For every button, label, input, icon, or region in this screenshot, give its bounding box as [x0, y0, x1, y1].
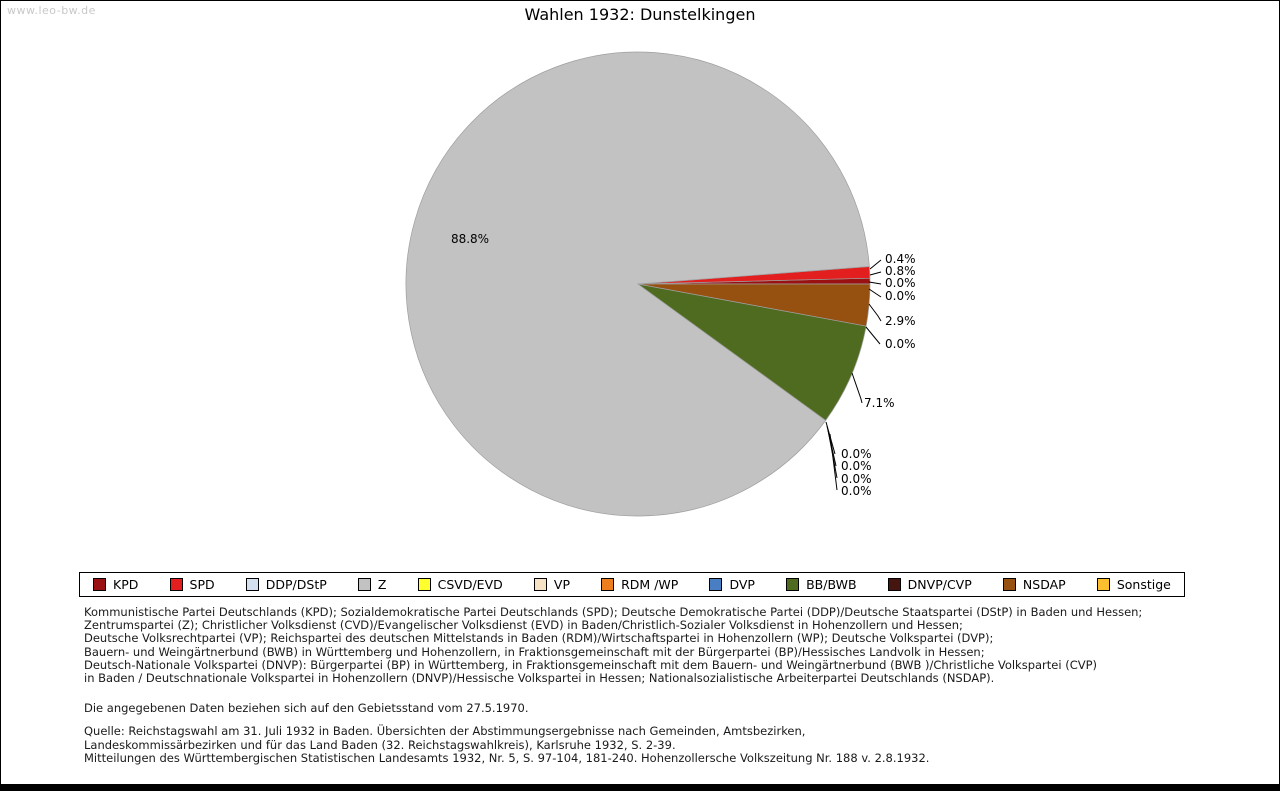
legend-item-vp: VP [533, 577, 570, 592]
legend-swatch-sonstige [1096, 578, 1110, 591]
percent-label-bb-bwb: 7.1% [864, 396, 895, 410]
percent-label-dvp: 0.0% [841, 484, 872, 498]
pie-slice-z [405, 51, 870, 517]
leader-line-sonstige [868, 288, 882, 298]
legend-item-dvp: DVP [709, 577, 755, 592]
percent-label-nsdap: 2.9% [885, 314, 916, 328]
leader-line-kpd [869, 259, 882, 270]
legend-swatch-vp [533, 578, 547, 591]
source-line-3: Mitteilungen des Württembergischen Stati… [84, 750, 930, 765]
legend-label-sonstige: Sonstige [1116, 577, 1171, 592]
chart-title: Wahlen 1932: Dunstelkingen [524, 5, 756, 24]
pie-slice-nsdap [637, 283, 871, 327]
legend-label-spd: SPD [189, 577, 215, 592]
leader-line-ddp-dstp [868, 281, 882, 285]
legend-item-nsdap: NSDAP [1002, 577, 1066, 592]
legend-item-csvd-evd: CSVD/EVD [417, 577, 503, 592]
percent-label-spd: 0.8% [885, 264, 916, 278]
legend-label-nsdap: NSDAP [1022, 577, 1066, 592]
source-line-1: Quelle: Reichstagswahl am 31. Juli 1932 … [84, 724, 806, 739]
legend-item-kpd: KPD [93, 577, 138, 592]
legend-swatch-dnvp-cvp [887, 578, 901, 591]
legend-label-ddp-dstp: DDP/DStP [265, 577, 327, 592]
legend-item-bb-bwb: BB/BWB [786, 577, 857, 592]
pie-slice-bb-bwb [637, 283, 867, 421]
party-definition-line-2: Zentrumspartei (Z); Christlicher Volksdi… [84, 618, 963, 633]
footnotes: Kommunistische Partei Deutschlands (KPD)… [84, 605, 1239, 765]
leader-line-nsdap [868, 303, 882, 322]
party-definition-line-3: Deutsche Volksrechtpartei (VP); Reichspa… [84, 631, 994, 646]
legend-label-dvp: DVP [729, 577, 755, 592]
party-definition-line-5: Deutsch-Nationale Volkspartei (DNVP): Bü… [84, 657, 1098, 672]
territory-note: Die angegebenen Daten beziehen sich auf … [84, 701, 529, 716]
legend-item-z: Z [357, 577, 387, 592]
legend: KPD SPD DDP/DStP Z CSVD/EVD VP RDM /WP DVP BB/BW… [79, 572, 1185, 597]
percent-label-sonstige: 0.0% [885, 289, 916, 303]
watermark: www.leo-bw.de [7, 4, 96, 17]
party-definition-line-1: Kommunistische Partei Deutschlands (KPD)… [84, 605, 1143, 619]
legend-swatch-bb-bwb [786, 578, 800, 591]
legend-swatch-nsdap [1002, 578, 1016, 591]
source-note: Quelle: Reichstagswahl am 31. Juli 1932 … [84, 725, 1239, 765]
percent-label-dnvp-cvp: 0.0% [885, 337, 916, 351]
legend-item-spd: SPD [169, 577, 215, 592]
legend-label-kpd: KPD [113, 577, 139, 592]
legend-swatch-dvp [709, 578, 723, 591]
party-definition-line-6: in Baden / Deutschnationale Volkspartei … [84, 671, 995, 686]
legend-swatch-spd [169, 578, 183, 591]
legend-swatch-ddp-dstp [245, 578, 259, 591]
legend-label-dnvp-cvp: DNVP/CVP [907, 577, 972, 592]
percent-label-ddp-dstp: 0.0% [885, 276, 916, 290]
legend-item-ddp-dstp: DDP/DStP [245, 577, 327, 592]
legend-swatch-z [357, 578, 371, 591]
source-line-2: Landeskommissärbezirken und für das Land… [84, 737, 676, 752]
legend-label-csvd-evd: CSVD/EVD [437, 577, 503, 592]
percent-label-vp: 0.0% [841, 459, 872, 473]
percent-label-rdm-wp: 0.0% [841, 472, 872, 486]
percent-label-kpd: 0.4% [885, 252, 916, 266]
percent-label-z: 88.8% [451, 232, 489, 246]
legend-label-rdm-wp: RDM /WP [621, 577, 679, 592]
legend-item-rdm-wp: RDM /WP [601, 577, 678, 592]
bottom-border-bar [1, 784, 1279, 790]
legend-label-vp: VP [553, 577, 570, 592]
party-definition-line-4: Bauern- und Weingärtnerbund (BWB) in Wür… [84, 644, 985, 659]
legend-label-z: Z [377, 577, 387, 592]
legend-swatch-kpd [93, 578, 106, 591]
legend-swatch-rdm-wp [601, 578, 615, 591]
leader-line-dnvp-cvp [865, 326, 881, 345]
legend-item-dnvp-cvp: DNVP/CVP [887, 577, 972, 592]
leader-line-bb-bwb [851, 372, 863, 404]
leader-line-dvp [829, 433, 838, 491]
leader-line-spd [869, 271, 882, 276]
legend-swatch-csvd-evd [417, 578, 431, 591]
pie-chart: 0.4%0.8%0.0%88.8%0.0%0.0%0.0%0.0%7.1%0.0… [405, 51, 916, 517]
percent-label-csvd-evd: 0.0% [841, 447, 872, 461]
party-definitions: Kommunistische Partei Deutschlands (KPD)… [84, 605, 1239, 686]
legend-item-sonstige: Sonstige [1096, 577, 1171, 592]
legend-label-bb-bwb: BB/BWB [806, 577, 857, 592]
